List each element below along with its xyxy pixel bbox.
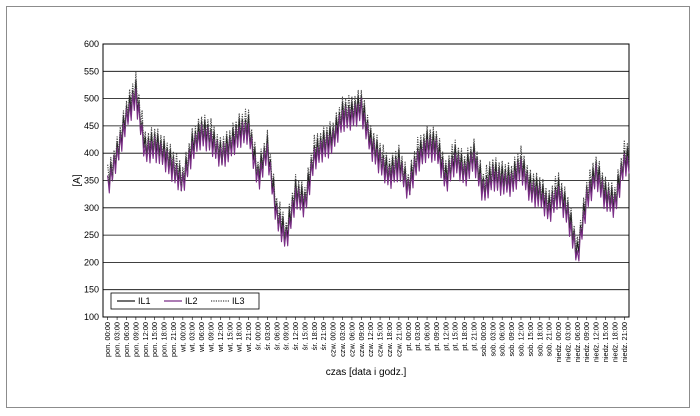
x-tick-label: pon. 09:00 (131, 322, 140, 357)
legend: IL1 IL2 IL3 (110, 292, 260, 310)
line-chart: 100 150 200 250 300 350 400 450 500 550 600 pon. 0… (72, 39, 630, 378)
x-tick-label: pt. 09:00 (432, 322, 441, 351)
x-tick-label: wt. 21:00 (244, 322, 253, 353)
x-tick-label: czw. 15:00 (376, 322, 385, 357)
x-tick-label: wt. 15:00 (225, 322, 234, 353)
x-tick-label: pt. 18:00 (460, 322, 469, 351)
x-tick-label: czw. 12:00 (366, 322, 375, 357)
chart-frame: 100 150 200 250 300 350 400 450 500 550 600 pon. 0… (6, 6, 690, 408)
x-tick-label: sob. 00:00 (479, 322, 488, 357)
y-axis-title: [A] (72, 174, 83, 186)
x-tick-label: pon. 18:00 (160, 322, 169, 357)
y-tick-label: 100 (84, 312, 99, 322)
legend-label-il2: IL2 (185, 296, 198, 306)
series-lines (107, 71, 630, 262)
x-tick-label: pon. 03:00 (113, 322, 122, 357)
x-tick-label: pt. 00:00 (404, 322, 413, 351)
x-tick-label: wt. 03:00 (188, 322, 197, 353)
x-tick-label: wt. 12:00 (216, 322, 225, 353)
x-tick-label: wt. 06:00 (197, 322, 206, 353)
x-tick-label: pt. 12:00 (441, 322, 450, 351)
x-tick-label: czw. 03:00 (338, 322, 347, 357)
x-tick-label: niedz. 18:00 (610, 322, 619, 362)
x-tick-label: pon. 06:00 (122, 322, 131, 357)
x-tick-label: niedz. 12:00 (592, 322, 601, 362)
y-tick-label: 200 (84, 257, 99, 267)
y-tick-label: 500 (84, 94, 99, 104)
legend-label-il1: IL1 (138, 296, 151, 306)
x-tick-label: pon. 00:00 (103, 322, 112, 357)
x-tick-label: śr. 06:00 (272, 322, 281, 350)
series-line-il3 (107, 71, 630, 253)
x-tick-label: pt. 21:00 (470, 322, 479, 351)
x-tick-label: śr. 18:00 (310, 322, 319, 350)
x-tick-label: wt. 00:00 (178, 322, 187, 353)
x-tick-label: śr. 00:00 (253, 322, 262, 350)
x-tick-label: sob. 06:00 (498, 322, 507, 357)
x-axis-title: czas [data i godz.] (326, 367, 407, 378)
x-tick-label: niedz. 21:00 (620, 322, 629, 362)
x-tick-label: niedz. 06:00 (573, 322, 582, 362)
y-tick-label: 450 (84, 121, 99, 131)
x-tick-label: czw. 06:00 (347, 322, 356, 357)
x-tick-label: pt. 15:00 (451, 322, 460, 351)
x-tick-label: pon. 15:00 (150, 322, 159, 357)
x-tick-label: wt. 09:00 (207, 322, 216, 353)
x-tick-label: pt. 06:00 (423, 322, 432, 351)
x-axis-ticks: pon. 00:00 pon. 03:00 pon. 06:00 pon. 09:00… (103, 317, 629, 362)
x-tick-label: śr. 12:00 (291, 322, 300, 350)
x-tick-label: niedz. 15:00 (601, 322, 610, 362)
x-tick-label: pon. 21:00 (169, 322, 178, 357)
x-tick-label: czw. 18:00 (385, 322, 394, 357)
x-tick-label: wt. 18:00 (235, 322, 244, 353)
y-tick-label: 150 (84, 285, 99, 295)
y-tick-label: 350 (84, 176, 99, 186)
x-tick-label: sob. 18:00 (535, 322, 544, 357)
x-tick-label: sob. 12:00 (516, 322, 525, 357)
legend-label-il3: IL3 (232, 296, 245, 306)
x-tick-label: śr. 03:00 (263, 322, 272, 350)
plot-area (102, 43, 630, 318)
x-tick-label: czw. 09:00 (357, 322, 366, 357)
x-tick-label: pon. 12:00 (141, 322, 150, 357)
x-tick-label: czw. 21:00 (394, 322, 403, 357)
x-tick-label: śr. 15:00 (300, 322, 309, 350)
x-tick-label: śr. 09:00 (282, 322, 291, 350)
x-tick-label: czw. 00:00 (329, 322, 338, 357)
legend-box (110, 292, 260, 310)
x-tick-label: niedz. 09:00 (582, 322, 591, 362)
y-tick-label: 250 (84, 230, 99, 240)
x-tick-label: śr. 21:00 (319, 322, 328, 350)
x-tick-label: pt. 03:00 (413, 322, 422, 351)
x-tick-label: niedz. 03:00 (563, 322, 572, 362)
x-tick-label: sob. 03:00 (488, 322, 497, 357)
y-tick-label: 300 (84, 203, 99, 213)
x-tick-label: sob. 15:00 (526, 322, 535, 357)
y-tick-label: 600 (84, 39, 99, 49)
x-tick-label: niedz. 00:00 (554, 322, 563, 362)
y-tick-label: 550 (84, 66, 99, 76)
x-tick-label: sob. 21:00 (545, 322, 554, 357)
y-axis-ticks: 100 150 200 250 300 350 400 450 500 550 600 (84, 39, 99, 322)
x-tick-label: sob. 09:00 (507, 322, 516, 357)
y-tick-label: 400 (84, 148, 99, 158)
